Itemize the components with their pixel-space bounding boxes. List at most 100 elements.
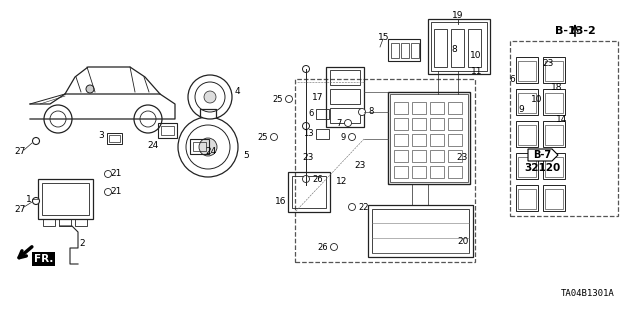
Bar — [428, 19, 490, 74]
Bar — [543, 121, 565, 147]
Text: 2: 2 — [79, 240, 85, 249]
Bar — [543, 89, 565, 115]
Bar — [326, 67, 364, 127]
Bar — [543, 185, 565, 211]
Text: 23: 23 — [355, 161, 365, 170]
Text: 17: 17 — [312, 93, 324, 101]
Text: 7: 7 — [337, 118, 342, 128]
Bar — [430, 102, 444, 114]
Text: 20: 20 — [458, 236, 468, 246]
Bar — [543, 57, 565, 83]
Circle shape — [358, 108, 365, 115]
Bar — [75, 219, 87, 226]
Text: 14: 14 — [556, 115, 568, 123]
Bar — [158, 123, 177, 138]
Bar — [516, 57, 538, 83]
Circle shape — [86, 85, 94, 93]
Circle shape — [303, 65, 310, 72]
Text: 12: 12 — [336, 176, 348, 186]
Circle shape — [303, 175, 310, 182]
Text: 10: 10 — [470, 51, 482, 61]
Circle shape — [344, 120, 351, 127]
Circle shape — [104, 170, 111, 177]
Bar — [59, 219, 71, 226]
Text: 6: 6 — [308, 109, 314, 118]
Text: 23: 23 — [456, 152, 468, 161]
Bar — [518, 125, 536, 145]
Text: 22: 22 — [358, 203, 369, 211]
Bar — [161, 126, 174, 135]
Bar — [38, 179, 93, 219]
Circle shape — [188, 75, 232, 119]
Bar — [516, 89, 538, 115]
Bar — [390, 94, 468, 182]
Bar — [412, 150, 426, 162]
Bar — [431, 22, 487, 71]
Bar — [516, 153, 538, 179]
Text: 27: 27 — [14, 204, 26, 213]
Bar — [448, 118, 462, 130]
Text: 32120: 32120 — [524, 163, 560, 173]
Bar — [411, 43, 419, 58]
Text: FR.: FR. — [34, 254, 53, 264]
Text: 21: 21 — [110, 169, 122, 179]
Circle shape — [186, 125, 230, 169]
Circle shape — [285, 95, 292, 102]
Text: 8: 8 — [451, 44, 457, 54]
Text: 5: 5 — [243, 151, 249, 160]
Text: 11: 11 — [471, 68, 483, 77]
Bar — [372, 209, 469, 253]
Bar — [368, 205, 473, 257]
Bar — [316, 109, 329, 119]
Bar — [518, 93, 536, 113]
Bar — [107, 133, 122, 144]
Bar — [330, 108, 360, 123]
Bar — [545, 189, 563, 209]
Bar — [545, 93, 563, 113]
Bar — [434, 29, 447, 67]
Text: 26: 26 — [317, 242, 328, 251]
Bar — [518, 189, 536, 209]
Bar — [394, 118, 408, 130]
Bar — [190, 139, 209, 154]
Bar — [388, 92, 470, 184]
Bar — [543, 153, 565, 179]
Bar — [394, 166, 408, 178]
Bar — [516, 185, 538, 211]
Circle shape — [178, 117, 238, 177]
Bar — [401, 43, 409, 58]
Bar — [430, 166, 444, 178]
Text: 10: 10 — [531, 94, 543, 103]
Circle shape — [349, 133, 355, 140]
Circle shape — [33, 197, 40, 204]
Text: TA04B1301A: TA04B1301A — [561, 290, 615, 299]
Text: 25: 25 — [257, 132, 268, 142]
Bar — [412, 134, 426, 146]
Bar — [42, 183, 89, 215]
Bar — [448, 102, 462, 114]
Circle shape — [330, 243, 337, 250]
Circle shape — [44, 105, 72, 133]
Text: 27: 27 — [14, 147, 26, 157]
Bar — [330, 89, 360, 104]
Bar — [394, 134, 408, 146]
Text: 23: 23 — [542, 60, 554, 69]
Circle shape — [271, 133, 278, 140]
Bar — [510, 41, 618, 216]
Text: 3: 3 — [98, 131, 104, 140]
Bar — [545, 61, 563, 81]
Bar — [448, 150, 462, 162]
Bar — [43, 219, 55, 226]
Circle shape — [303, 122, 310, 130]
Bar — [451, 29, 464, 67]
Text: 26: 26 — [312, 174, 323, 183]
Bar — [388, 39, 420, 61]
Text: 25: 25 — [273, 94, 283, 103]
Bar — [292, 176, 326, 208]
Bar — [468, 29, 481, 67]
Circle shape — [195, 82, 225, 112]
Text: 18: 18 — [551, 83, 563, 92]
Text: 8: 8 — [368, 108, 373, 116]
Text: 6: 6 — [509, 75, 515, 84]
Circle shape — [134, 105, 162, 133]
